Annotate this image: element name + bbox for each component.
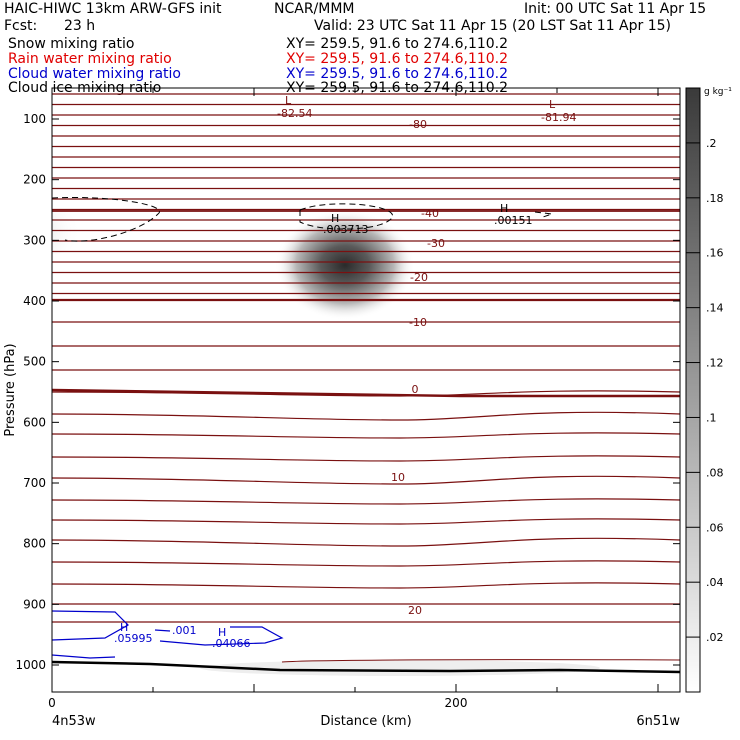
x-axis-label: Distance (km)	[320, 714, 411, 729]
extremum-value: .00151	[494, 214, 533, 227]
temperature-contours	[52, 93, 680, 623]
forecast-label: Fcst:	[4, 18, 38, 34]
isotherm-line	[52, 455, 680, 462]
isotherm-label: -10	[409, 316, 427, 329]
isotherm-label: -30	[427, 237, 445, 250]
init-time: Init: 00 UTC Sat 11 Apr 15	[524, 1, 707, 17]
extremum-value: -82.54	[277, 107, 312, 120]
colorbar-tick-label: .2	[706, 137, 717, 150]
isotherm-labels: -80 -40 -30 -20 -10 0 10 20	[391, 118, 445, 617]
y-tick-label: 600	[23, 415, 46, 429]
field-xy-cloud-water: XY= 259.5, 91.6 to 274.6,110.2	[286, 66, 509, 82]
isotherm-line	[52, 498, 680, 505]
valid-time: Valid: 23 UTC Sat 11 Apr 15 (20 LST Sat …	[314, 18, 672, 34]
extremum-value: -81.94	[541, 111, 576, 124]
isotherm-line	[52, 432, 680, 439]
extremum-type: H	[331, 212, 339, 225]
surface-isotherm	[281, 659, 681, 663]
plot-frame	[51, 87, 681, 693]
y-tick-label: 200	[23, 173, 46, 187]
y-tick-label: 300	[23, 233, 46, 247]
model-title: HAIC-HIWC 13km ARW-GFS init	[4, 1, 222, 17]
terrain-line	[51, 660, 681, 674]
extremum-type: L	[549, 98, 556, 111]
x-tick-label: 0	[48, 696, 56, 710]
colorbar-tick-label: .18	[706, 192, 724, 205]
x-axis: 0 200	[48, 88, 659, 710]
y-tick-label: 1000	[15, 658, 46, 672]
center-label: NCAR/MMM	[274, 1, 355, 17]
isotherm-label: -40	[421, 207, 439, 220]
y-tick-label: 700	[23, 476, 46, 490]
field-name-snow: Snow mixing ratio	[8, 36, 135, 52]
isotherm-label: 0	[412, 383, 419, 396]
y-tick-label: 100	[23, 112, 46, 126]
extremum-type: L	[285, 94, 292, 107]
colorbar-tick-label: .04	[706, 576, 724, 589]
colorbar-tick-label: .08	[706, 466, 724, 479]
isotherm-line	[52, 411, 680, 421]
forecast-hour: 23 h	[64, 18, 96, 34]
isotherm-label: -20	[410, 271, 428, 284]
colorbar	[685, 87, 701, 693]
colorbar-unit: g kg⁻¹	[704, 87, 732, 97]
isotherm-line	[52, 518, 680, 525]
y-tick-label: 400	[23, 294, 46, 308]
zero-isotherm-line	[52, 388, 680, 398]
colorbar-ticks: .2 .18 .16 .14 .12 .1 .08 .06 .04 .02	[686, 137, 724, 644]
isotherm-line	[52, 560, 680, 567]
cloud-water-contours	[52, 610, 284, 659]
extremum-type: H	[120, 621, 128, 634]
snow-shading	[52, 210, 600, 676]
bottom-left-location: 4n53w	[52, 714, 96, 729]
field-name-rain: Rain water mixing ratio	[8, 51, 172, 67]
isotherm-label: -80	[409, 118, 427, 131]
field-xy-snow: XY= 259.5, 91.6 to 274.6,110.2	[286, 36, 509, 52]
extremum-value: .003713	[323, 223, 369, 236]
extremum-value: .04066	[212, 637, 251, 650]
colorbar-tick-label: .14	[706, 302, 724, 315]
bottom-right-location: 6n51w	[636, 714, 680, 729]
colorbar-tick-label: .02	[706, 631, 724, 644]
extremum-type: H	[500, 202, 508, 215]
y-tick-label: 900	[23, 597, 46, 611]
y-tick-label: 800	[23, 537, 46, 551]
cloud-contour-label: .001	[172, 624, 197, 637]
colorbar-tick-label: .1	[706, 411, 717, 424]
extremum-value: .05995	[114, 632, 153, 645]
isotherm-label: 20	[408, 604, 422, 617]
colorbar-tick-label: .06	[706, 521, 724, 534]
extremum-type: H	[218, 626, 226, 639]
x-tick-label: 200	[445, 696, 468, 710]
colorbar-tick-label: .16	[706, 247, 724, 260]
field-xy-rain: XY= 259.5, 91.6 to 274.6,110.2	[286, 51, 509, 67]
isotherm-line	[52, 537, 680, 547]
field-name-cloud-water: Cloud water mixing ratio	[8, 66, 181, 82]
isotherm-label: 10	[391, 471, 405, 484]
cloud-ice-contours	[52, 197, 553, 242]
y-axis-label: Pressure (hPa)	[3, 343, 18, 436]
colorbar-tick-label: .12	[706, 357, 724, 370]
y-tick-label: 500	[23, 355, 46, 369]
isotherm-line	[52, 582, 680, 589]
isotherm-line	[52, 475, 680, 485]
